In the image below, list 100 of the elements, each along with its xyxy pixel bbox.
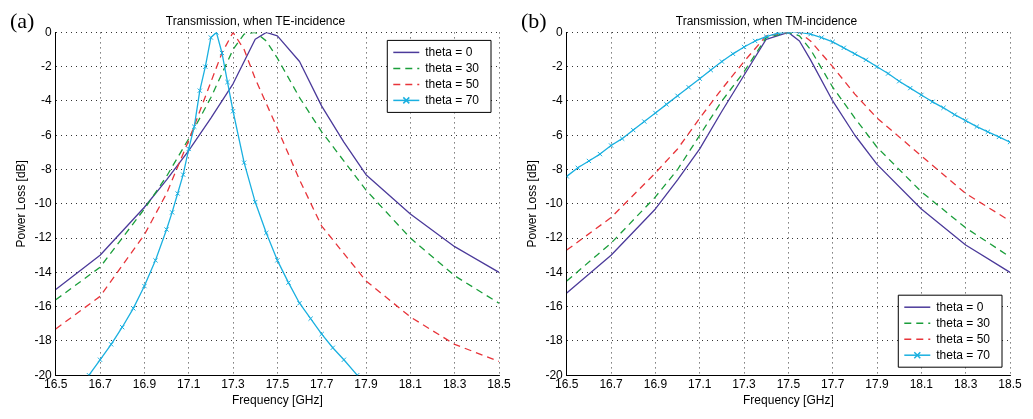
- x-tick-label: 17.7: [310, 376, 334, 391]
- y-tick-label: -10: [545, 196, 564, 211]
- y-tick-label: -6: [552, 127, 564, 142]
- legend-label: theta = 30: [425, 60, 480, 75]
- point: [819, 34, 825, 41]
- point: [929, 99, 936, 105]
- point: [852, 51, 858, 57]
- x-tick-label: 18.5: [998, 376, 1022, 391]
- point: [108, 341, 114, 347]
- y-tick-label: -18: [545, 333, 564, 348]
- point: [907, 85, 913, 91]
- text: (b): [521, 8, 547, 34]
- x-tick-label: 18.3: [442, 376, 467, 391]
- point: [586, 158, 592, 164]
- x-tick-label: 16.7: [599, 376, 624, 391]
- point: [191, 124, 197, 130]
- point: [951, 112, 958, 118]
- point: [697, 76, 703, 82]
- point: [830, 39, 836, 45]
- x-tick-label: 17.7: [821, 376, 845, 391]
- point: [308, 316, 314, 322]
- point: [896, 78, 902, 84]
- x-axis-title: Frequency [GHz]: [232, 393, 323, 408]
- legend-label: theta = 30: [936, 315, 991, 330]
- point: [296, 300, 303, 306]
- point: [940, 105, 947, 111]
- x-tick-label: 18.1: [909, 376, 934, 391]
- y-axis-title: Power Loss [dB]: [13, 160, 28, 248]
- point: [175, 190, 181, 197]
- x-tick-label: 17.1: [688, 376, 712, 391]
- point: [180, 172, 186, 178]
- point: [130, 305, 136, 311]
- point: [330, 345, 336, 351]
- point: [197, 88, 203, 94]
- point: [885, 70, 891, 77]
- x-tick-label: 17.9: [865, 376, 890, 391]
- x-tick-label: 17.5: [265, 376, 290, 391]
- x-tick-label: 17.3: [221, 376, 246, 391]
- point: [719, 58, 725, 65]
- point: [252, 199, 258, 205]
- point: [97, 357, 103, 363]
- point: [263, 230, 269, 236]
- x-tick-label: 16.7: [88, 376, 113, 391]
- point: [619, 136, 625, 142]
- y-tick-label: 0: [556, 24, 564, 39]
- legend-label: theta = 50: [936, 331, 991, 346]
- point: [274, 257, 280, 263]
- y-tick-label: -16: [545, 298, 564, 313]
- point: [241, 160, 247, 166]
- point: [730, 51, 736, 57]
- y-tick-label: -16: [34, 298, 53, 313]
- y-tick-label: 0: [45, 24, 53, 39]
- point: [663, 101, 670, 108]
- legend-label: theta = 50: [425, 76, 480, 91]
- legend-label: theta = 70: [425, 92, 480, 107]
- point: [807, 32, 814, 37]
- point: [985, 129, 991, 135]
- point: [224, 79, 231, 85]
- point: [741, 44, 747, 50]
- y-tick-label: -8: [552, 161, 564, 176]
- y-tick-label: -2: [41, 58, 53, 73]
- point: [341, 357, 347, 363]
- legend-label: theta = 0: [425, 44, 473, 59]
- point: [763, 34, 769, 40]
- point: [974, 124, 980, 130]
- x-tick-label: 17.9: [354, 376, 379, 391]
- point: [708, 67, 714, 73]
- point: [686, 84, 692, 90]
- point: [186, 146, 192, 152]
- x-tick-label: 18.1: [398, 376, 423, 391]
- point: [319, 331, 325, 337]
- x-tick-label: 18.5: [487, 376, 511, 391]
- point: [996, 134, 1002, 140]
- point: [597, 151, 603, 157]
- point: [841, 45, 847, 51]
- point: [230, 108, 236, 114]
- y-tick-label: -12: [34, 230, 53, 245]
- chart-title: Transmission, when TE-incidence: [165, 13, 346, 28]
- legend-label: theta = 70: [936, 347, 991, 362]
- point: [641, 118, 647, 125]
- point: [285, 280, 292, 286]
- x-axis-title: Frequency [GHz]: [743, 393, 834, 408]
- x-tick-label: 17.3: [732, 376, 757, 391]
- y-tick-label: -18: [34, 333, 53, 348]
- point: [963, 118, 969, 124]
- text: (a): [10, 8, 35, 34]
- point: [630, 127, 636, 133]
- point: [674, 93, 681, 99]
- y-axis-title: Power Loss [dB]: [524, 160, 539, 248]
- y-tick-label: -4: [41, 93, 53, 108]
- chart-title: Transmission, when TM-incidence: [675, 13, 858, 28]
- y-tick-label: -10: [34, 196, 53, 211]
- x-tick-label: 18.3: [953, 376, 978, 391]
- point: [874, 64, 880, 70]
- point: [119, 324, 125, 330]
- y-tick-label: -12: [545, 230, 564, 245]
- x-tick-label: 16.9: [643, 376, 668, 391]
- y-tick-label: -8: [41, 161, 53, 176]
- y-tick-label: -2: [552, 58, 564, 73]
- legend-label: theta = 0: [936, 299, 984, 314]
